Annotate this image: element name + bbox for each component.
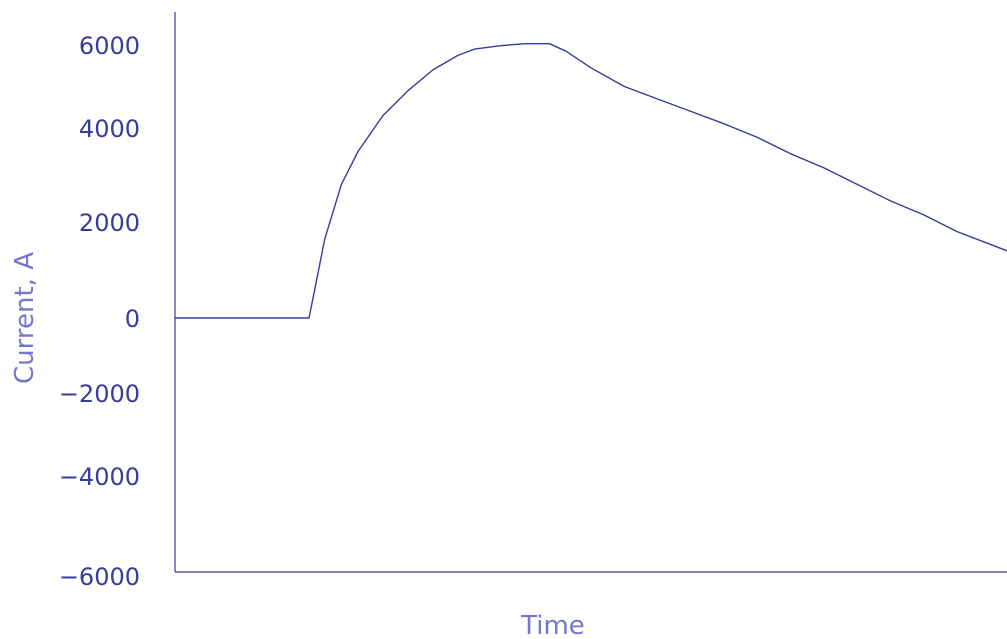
x-axis-label: Time: [520, 611, 585, 639]
y-tick-label: 2000: [79, 209, 140, 237]
series-line-0: [175, 43, 1007, 319]
y-tick-label: −2000: [59, 380, 140, 408]
y-tick-label: 4000: [79, 115, 140, 143]
y-tick-label: −6000: [59, 563, 140, 591]
y-axis-label: Current, A: [10, 252, 40, 384]
y-tick-label: 6000: [79, 32, 140, 60]
y-tick-label: 0: [125, 305, 140, 333]
ytick-labels: 6000 4000 2000 0 −2000 −4000 −6000: [59, 32, 140, 591]
y-tick-label: −4000: [59, 463, 140, 491]
plot-series: [175, 43, 1007, 319]
